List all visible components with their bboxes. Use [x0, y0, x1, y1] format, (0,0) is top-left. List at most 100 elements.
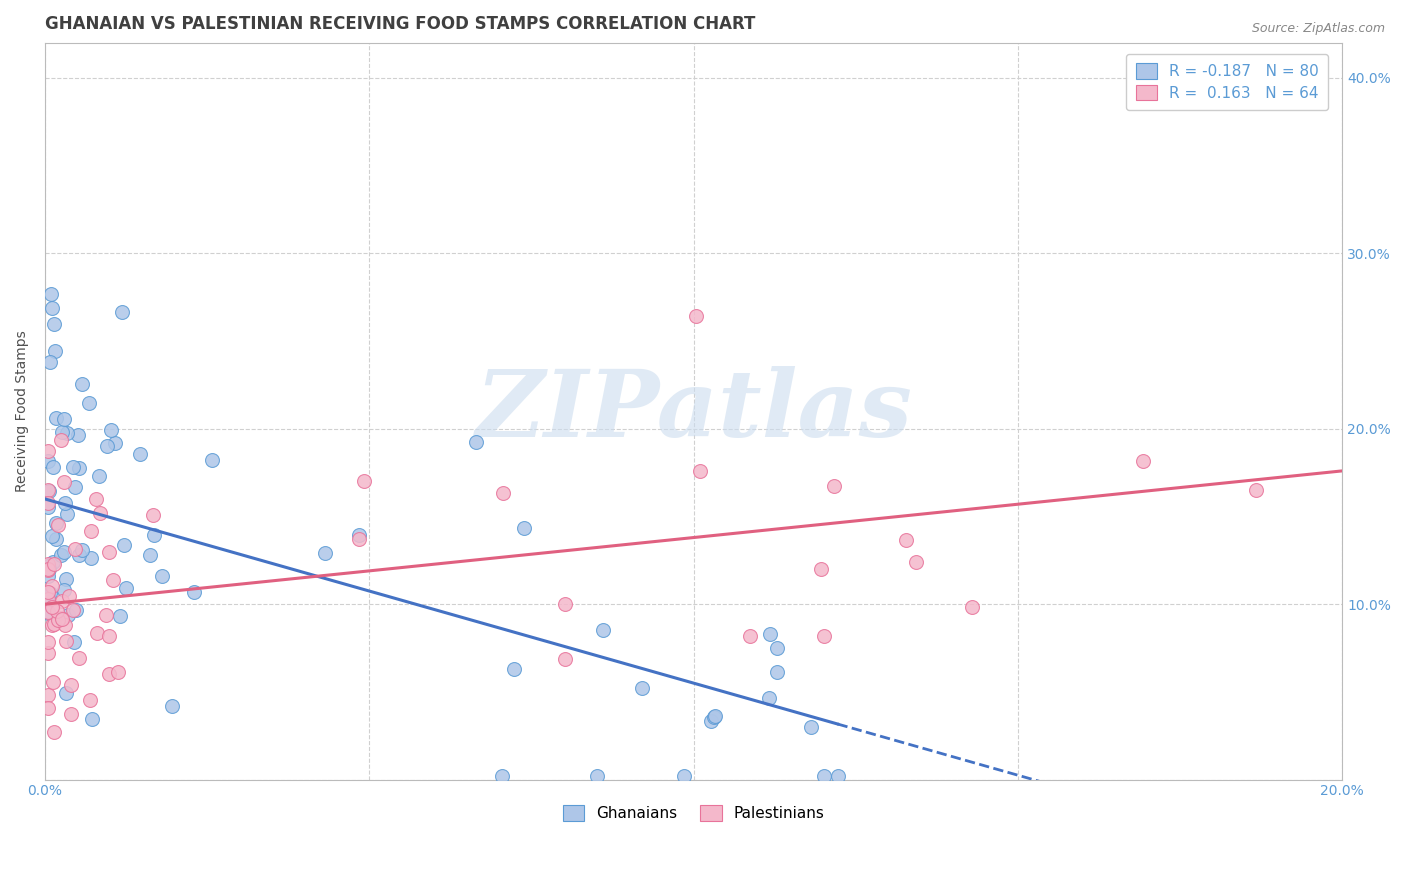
Point — [58, 589, 80, 603]
Point — [65, 602, 87, 616]
Point — [96, 439, 118, 453]
Point — [84, 492, 107, 507]
Point — [592, 623, 614, 637]
Point — [42, 460, 65, 475]
Point — [37, 585, 59, 599]
Point — [353, 474, 375, 488]
Point — [685, 309, 707, 323]
Point — [53, 496, 76, 510]
Point — [37, 559, 59, 574]
Point — [37, 496, 59, 510]
Point — [62, 634, 84, 648]
Y-axis label: Receiving Food Stamps: Receiving Food Stamps — [15, 330, 30, 492]
Point — [689, 464, 711, 478]
Point — [69, 461, 91, 475]
Point — [37, 454, 59, 468]
Point — [139, 548, 162, 562]
Point — [44, 343, 66, 358]
Point — [56, 608, 79, 623]
Point — [56, 507, 79, 521]
Point — [160, 699, 183, 714]
Point — [766, 665, 789, 679]
Legend: Ghanaians, Palestinians: Ghanaians, Palestinians — [557, 799, 831, 827]
Point — [512, 521, 534, 535]
Point — [37, 606, 59, 620]
Point — [45, 411, 67, 425]
Point — [86, 626, 108, 640]
Point — [98, 667, 121, 681]
Point — [98, 545, 121, 559]
Point — [55, 686, 77, 700]
Point — [349, 527, 371, 541]
Point — [42, 557, 65, 571]
Point — [80, 524, 103, 538]
Point — [813, 769, 835, 783]
Point — [894, 533, 917, 547]
Point — [740, 629, 762, 643]
Point — [766, 640, 789, 655]
Point — [45, 532, 67, 546]
Text: ZIPatlas: ZIPatlas — [475, 367, 912, 456]
Point — [53, 412, 76, 426]
Point — [46, 613, 69, 627]
Point — [67, 548, 90, 562]
Point — [80, 551, 103, 566]
Point — [813, 629, 835, 643]
Point — [65, 541, 87, 556]
Point — [37, 605, 59, 619]
Point — [112, 537, 135, 551]
Point — [37, 646, 59, 660]
Point — [60, 677, 83, 691]
Point — [101, 573, 124, 587]
Point — [46, 604, 69, 618]
Point — [800, 720, 823, 734]
Point — [503, 662, 526, 676]
Point — [38, 483, 60, 498]
Point — [94, 607, 117, 622]
Point — [37, 561, 59, 575]
Point — [45, 516, 67, 530]
Point — [672, 769, 695, 783]
Point — [586, 769, 609, 783]
Point — [150, 569, 173, 583]
Point — [758, 691, 780, 706]
Point — [42, 675, 65, 690]
Point — [55, 633, 77, 648]
Point — [44, 725, 66, 739]
Point — [183, 584, 205, 599]
Point — [55, 573, 77, 587]
Point — [703, 710, 725, 724]
Point — [66, 427, 89, 442]
Point — [51, 425, 73, 440]
Point — [53, 475, 76, 489]
Point — [464, 434, 486, 449]
Point — [37, 590, 59, 604]
Point — [37, 561, 59, 575]
Point — [41, 555, 63, 569]
Point — [39, 287, 62, 301]
Point — [72, 542, 94, 557]
Point — [347, 532, 370, 546]
Point — [79, 693, 101, 707]
Point — [108, 608, 131, 623]
Point — [107, 665, 129, 680]
Point — [41, 617, 63, 632]
Point — [631, 681, 654, 695]
Point — [37, 592, 59, 607]
Point — [51, 594, 73, 608]
Point — [142, 508, 165, 522]
Point — [41, 301, 63, 316]
Point — [89, 506, 111, 520]
Point — [56, 426, 79, 441]
Point — [142, 528, 165, 542]
Point — [491, 769, 513, 783]
Point — [37, 701, 59, 715]
Point — [492, 486, 515, 500]
Point — [51, 611, 73, 625]
Point — [111, 305, 134, 319]
Point — [100, 423, 122, 437]
Point — [51, 433, 73, 447]
Point — [62, 603, 84, 617]
Point — [42, 317, 65, 331]
Point — [700, 714, 723, 729]
